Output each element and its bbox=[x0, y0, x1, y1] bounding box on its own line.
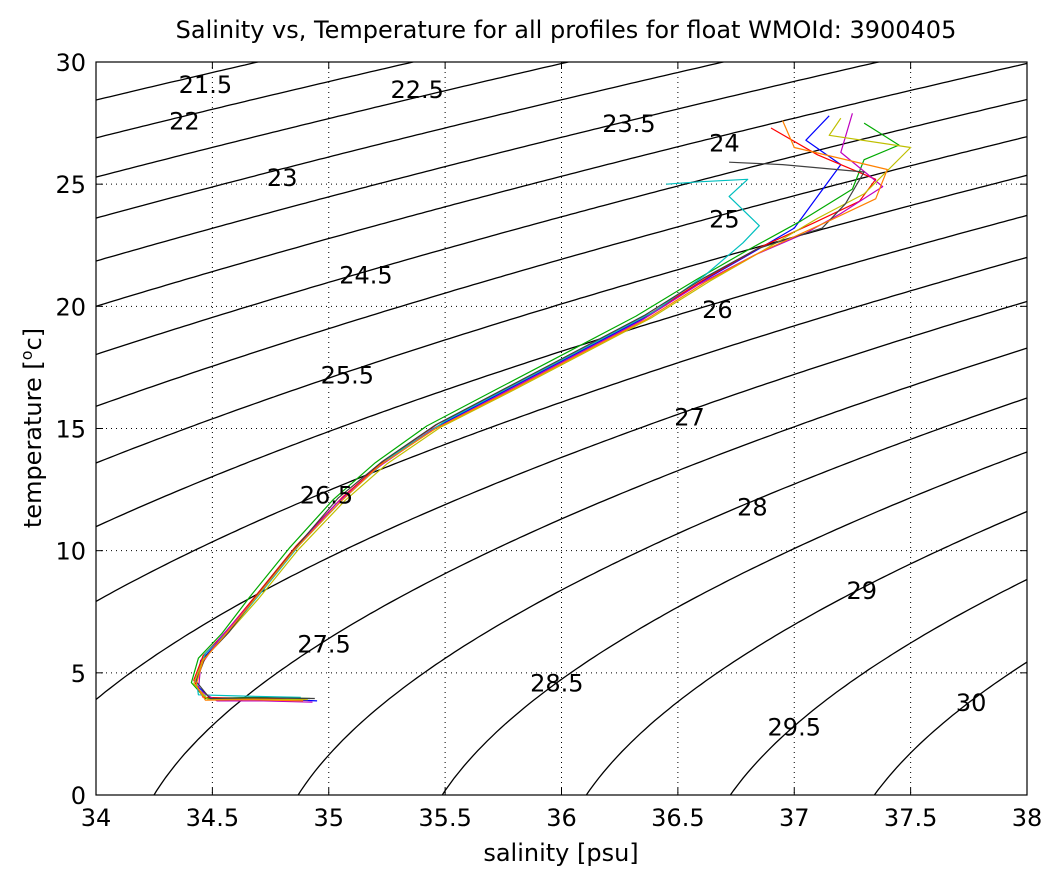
contour-label: 29.5 bbox=[768, 714, 821, 742]
x-tick-label: 34 bbox=[81, 804, 112, 832]
density-contour bbox=[96, 62, 416, 139]
grid bbox=[96, 62, 1027, 795]
x-tick-label: 37 bbox=[779, 804, 810, 832]
ticks: 34 34.5 35 35.5 36 36.5 37 37.5 38 0 5 10 15 20 25 30 bbox=[55, 49, 1042, 832]
x-tick-label: 34.5 bbox=[186, 804, 239, 832]
contour-label: 22 bbox=[169, 108, 200, 136]
density-contour bbox=[96, 62, 261, 101]
contour-label: 25.5 bbox=[321, 362, 374, 390]
contour-label: 23.5 bbox=[602, 110, 655, 138]
contour-label: 24.5 bbox=[339, 262, 392, 290]
contour-label: 25 bbox=[709, 205, 740, 233]
contour-label: 27.5 bbox=[297, 631, 350, 659]
density-contour bbox=[873, 661, 1027, 795]
density-contour bbox=[585, 510, 1027, 795]
y-tick-label: 25 bbox=[55, 171, 86, 199]
y-axis-label: temperature [oc] bbox=[17, 328, 47, 528]
density-contour bbox=[96, 62, 572, 178]
profile-line bbox=[195, 120, 888, 702]
contour-label: 24 bbox=[709, 130, 740, 158]
density-contour bbox=[96, 62, 727, 219]
contour-labels: 21.5 22 22.5 23 23.5 24 24.5 25 25.5 26 26.5 27 27.5… bbox=[169, 71, 986, 742]
contour-label: 28 bbox=[737, 494, 768, 522]
y-tick-label: 30 bbox=[55, 49, 86, 77]
y-tick-label: 15 bbox=[55, 416, 86, 444]
plot-area: 21.5 22 22.5 23 23.5 24 24.5 25 25.5 26 26.5 27 27.5… bbox=[55, 49, 1042, 832]
y-tick-label: 20 bbox=[55, 293, 86, 321]
contour-label: 26.5 bbox=[300, 481, 353, 509]
density-contour bbox=[96, 256, 1027, 603]
x-tick-label: 36 bbox=[546, 804, 577, 832]
density-contour bbox=[96, 214, 1027, 528]
contour-label: 26 bbox=[702, 296, 733, 324]
x-tick-label: 35 bbox=[313, 804, 344, 832]
contour-label: 27 bbox=[674, 403, 705, 431]
contour-label: 29 bbox=[846, 577, 877, 605]
density-contour bbox=[297, 397, 1027, 795]
chart-title: Salinity vs, Temperature for all profile… bbox=[176, 16, 957, 44]
y-tick-label: 0 bbox=[71, 782, 86, 810]
density-contours bbox=[96, 62, 1027, 795]
contour-label: 28.5 bbox=[530, 670, 583, 698]
density-contour bbox=[729, 578, 1027, 795]
density-contour bbox=[96, 62, 882, 262]
y-tick-label: 5 bbox=[71, 660, 86, 688]
contour-label: 30 bbox=[956, 689, 987, 717]
contour-label: 22.5 bbox=[390, 76, 443, 104]
density-contour bbox=[96, 300, 1027, 701]
x-tick-label: 38 bbox=[1012, 804, 1043, 832]
density-contour bbox=[153, 347, 1027, 795]
x-tick-label: 37.5 bbox=[884, 804, 937, 832]
density-contour bbox=[96, 136, 1027, 407]
density-contour bbox=[96, 174, 1027, 464]
density-contour bbox=[96, 62, 1027, 307]
contour-label: 21.5 bbox=[179, 71, 232, 99]
contour-label: 23 bbox=[267, 164, 298, 192]
density-contour bbox=[96, 98, 1027, 356]
x-tick-label: 36.5 bbox=[651, 804, 704, 832]
x-axis-label: salinity [psu] bbox=[483, 839, 638, 867]
profile-line bbox=[193, 117, 912, 701]
x-tick-label: 35.5 bbox=[418, 804, 471, 832]
density-contour bbox=[441, 451, 1027, 795]
profile-lines bbox=[190, 113, 912, 703]
y-tick-label: 10 bbox=[55, 538, 86, 566]
profile-line bbox=[190, 122, 900, 700]
